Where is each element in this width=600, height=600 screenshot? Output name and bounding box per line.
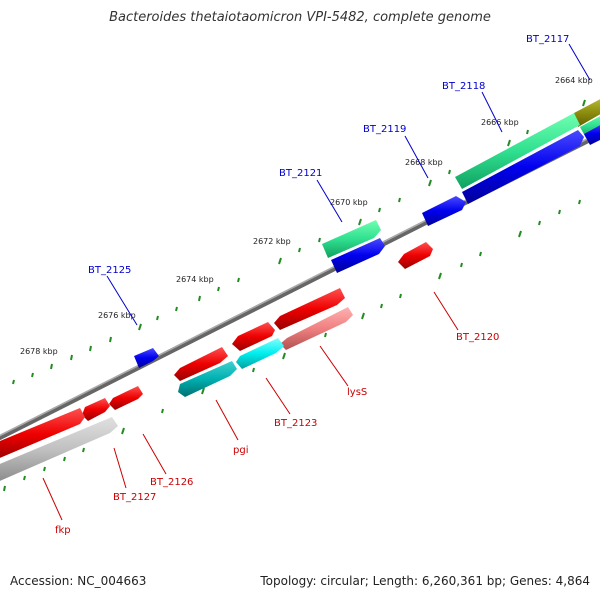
gene-label-bt2118[interactable]: BT_2118: [442, 81, 485, 92]
gene-bt2120[interactable]: [398, 242, 433, 269]
gene-label-pgi[interactable]: pgi: [233, 445, 248, 456]
gene-label-lyss[interactable]: lysS: [347, 387, 367, 398]
scale-label-2668: 2668 kbp: [405, 158, 443, 167]
gene-fkp-red[interactable]: [0, 408, 85, 460]
gene-label-bt2125[interactable]: BT_2125: [88, 265, 131, 276]
gene-bt2118-blue[interactable]: [462, 130, 584, 204]
scale-label-2676: 2676 kbp: [98, 311, 136, 320]
gene-lyss[interactable]: [280, 307, 353, 350]
gene-bt2121[interactable]: [322, 220, 381, 258]
gene-label-bt2127[interactable]: BT_2127: [113, 492, 156, 503]
gene-pgi[interactable]: [178, 361, 237, 397]
gene-bt2117-olive[interactable]: [574, 96, 600, 127]
gene-label-fkp[interactable]: fkp: [55, 525, 71, 536]
gene-label-bt2117[interactable]: BT_2117: [526, 34, 569, 45]
accession-text: Accession: NC_004663: [10, 574, 147, 588]
scale-label-2674: 2674 kbp: [176, 275, 214, 284]
gene-bt2119[interactable]: [422, 196, 466, 226]
gene-bt2121-blue[interactable]: [331, 238, 385, 273]
gene-right-edge-blue[interactable]: [584, 122, 600, 145]
scale-label-2670: 2670 kbp: [330, 198, 368, 207]
forward-genes: [134, 96, 600, 368]
reverse-genes: [0, 242, 433, 483]
gene-bt2127[interactable]: [82, 398, 110, 421]
gene-bt2118[interactable]: [455, 113, 580, 189]
gene-bt2125[interactable]: [134, 348, 159, 368]
gene-bt2123[interactable]: [236, 338, 284, 369]
gene-bt2126[interactable]: [109, 386, 143, 410]
gene-label-bt2120[interactable]: BT_2120: [456, 332, 499, 343]
gene-label-bt2121[interactable]: BT_2121: [279, 168, 322, 179]
scale-label-2672: 2672 kbp: [253, 237, 291, 246]
gene-label-bt2119[interactable]: BT_2119: [363, 124, 406, 135]
label-leader-lines: [42, 43, 591, 521]
topology-text: Topology: circular; Length: 6,260,361 bp…: [260, 574, 590, 588]
gene-bt2124[interactable]: [232, 322, 275, 351]
gene-label-bt2123[interactable]: BT_2123: [274, 418, 317, 429]
scale-label-2678: 2678 kbp: [20, 347, 58, 356]
gene-fkp[interactable]: [0, 417, 118, 483]
scale-ticks-outer: [12, 99, 586, 385]
map-title: Bacteroides thetaiotaomicron VPI-5482, c…: [109, 10, 491, 25]
gene-pgi-red[interactable]: [174, 347, 228, 381]
gene-bt2122[interactable]: [274, 288, 345, 330]
scale-label-2666: 2666 kbp: [481, 118, 519, 127]
scale-ticks-inner: [3, 199, 581, 492]
scale-label-2664: 2664 kbp: [555, 76, 593, 85]
gene-label-bt2126[interactable]: BT_2126: [150, 477, 193, 488]
